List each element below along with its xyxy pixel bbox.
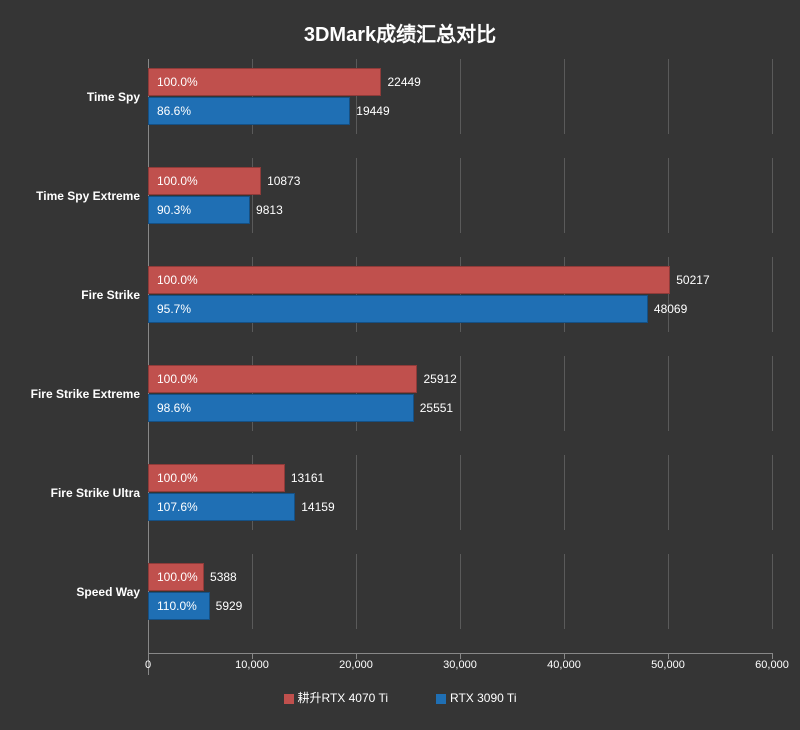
bar: 100.0% xyxy=(148,68,381,96)
bar: 95.7% xyxy=(148,295,648,323)
category-label: Fire Strike Ultra xyxy=(28,486,148,500)
category-group: Time Spy Extreme 100.0% 10873 90.3% 9813 xyxy=(28,158,772,233)
bar-pct-label: 110.0% xyxy=(157,599,197,613)
category-group: Fire Strike Extreme 100.0% 25912 98.6% 25551 xyxy=(28,356,772,431)
x-axis: 010,00020,00030,00040,00050,00060,000 xyxy=(148,653,772,675)
plot-wrapper: Time Spy 100.0% 22449 86.6% 19449 Time Spy Ex… xyxy=(28,59,772,675)
bar-row: 100.0% 5388 xyxy=(148,563,772,591)
axis-spacer xyxy=(28,653,148,675)
bar-value-label: 25551 xyxy=(414,394,453,422)
bar: 107.6% xyxy=(148,493,295,521)
bar-value-label: 25912 xyxy=(417,365,456,393)
bar-row: 100.0% 22449 xyxy=(148,68,772,96)
category-label: Time Spy xyxy=(28,90,148,104)
bar-value-label: 14159 xyxy=(295,493,334,521)
bar-pct-label: 90.3% xyxy=(157,203,191,217)
bar: 98.6% xyxy=(148,394,414,422)
bar-row: 86.6% 19449 xyxy=(148,97,772,125)
bar-row: 100.0% 25912 xyxy=(148,365,772,393)
gridline xyxy=(772,257,773,332)
bar-row: 95.7% 48069 xyxy=(148,295,772,323)
legend-swatch xyxy=(284,694,294,704)
x-tick-label: 50,000 xyxy=(651,659,685,671)
bar-pct-label: 100.0% xyxy=(157,372,198,386)
bar-pct-label: 100.0% xyxy=(157,273,198,287)
gridline xyxy=(772,356,773,431)
bar: 110.0% xyxy=(148,592,210,620)
x-tick-label: 10,000 xyxy=(235,659,269,671)
bar: 100.0% xyxy=(148,563,204,591)
bar-value-label: 48069 xyxy=(648,295,687,323)
bar-row: 107.6% 14159 xyxy=(148,493,772,521)
bar-pct-label: 100.0% xyxy=(157,75,198,89)
x-tick-label: 60,000 xyxy=(755,659,789,671)
plot-area: Time Spy 100.0% 22449 86.6% 19449 Time Spy Ex… xyxy=(28,59,772,629)
bar: 90.3% xyxy=(148,196,250,224)
bar-value-label: 22449 xyxy=(381,68,420,96)
legend: 耕升RTX 4070 Ti RTX 3090 Ti xyxy=(28,689,772,706)
bars-cell: 100.0% 22449 86.6% 19449 xyxy=(148,59,772,134)
bar-value-label: 13161 xyxy=(285,464,324,492)
x-tick-label: 0 xyxy=(145,659,151,671)
gridline xyxy=(772,455,773,530)
bars-cell: 100.0% 13161 107.6% 14159 xyxy=(148,455,772,530)
bars-cell: 100.0% 5388 110.0% 5929 xyxy=(148,554,772,629)
category-group: Time Spy 100.0% 22449 86.6% 19449 xyxy=(28,59,772,134)
bar: 100.0% xyxy=(148,266,670,294)
category-group: Fire Strike Ultra 100.0% 13161 107.6% 14159 xyxy=(28,455,772,530)
bars-cell: 100.0% 50217 95.7% 48069 xyxy=(148,257,772,332)
bar-pct-label: 100.0% xyxy=(157,174,198,188)
x-tick-label: 30,000 xyxy=(443,659,477,671)
category-label: Speed Way xyxy=(28,585,148,599)
bar-row: 100.0% 10873 xyxy=(148,167,772,195)
legend-label: 耕升RTX 4070 Ti xyxy=(298,691,388,705)
legend-item: 耕升RTX 4070 Ti xyxy=(284,689,388,706)
gridline xyxy=(772,59,773,134)
gridline xyxy=(772,158,773,233)
legend-item: RTX 3090 Ti xyxy=(436,691,516,705)
category-group: Speed Way 100.0% 5388 110.0% 5929 xyxy=(28,554,772,629)
bar-value-label: 10873 xyxy=(261,167,300,195)
bar-value-label: 19449 xyxy=(350,97,389,125)
bars-cell: 100.0% 10873 90.3% 9813 xyxy=(148,158,772,233)
x-tick-label: 20,000 xyxy=(339,659,373,671)
bar-row: 100.0% 50217 xyxy=(148,266,772,294)
bar-row: 90.3% 9813 xyxy=(148,196,772,224)
bar-value-label: 5929 xyxy=(210,592,243,620)
x-axis-row: 010,00020,00030,00040,00050,00060,000 xyxy=(28,653,772,675)
bar-row: 98.6% 25551 xyxy=(148,394,772,422)
chart-container: 3DMark成绩汇总对比 Time Spy 100.0% 22449 86.6% 194… xyxy=(0,0,800,730)
legend-swatch xyxy=(436,694,446,704)
bar-row: 100.0% 13161 xyxy=(148,464,772,492)
bar: 100.0% xyxy=(148,365,417,393)
bar-pct-label: 100.0% xyxy=(157,471,198,485)
bar-value-label: 9813 xyxy=(250,196,283,224)
bar-pct-label: 95.7% xyxy=(157,302,191,316)
bar-pct-label: 86.6% xyxy=(157,104,191,118)
bar-pct-label: 107.6% xyxy=(157,500,198,514)
bar: 100.0% xyxy=(148,464,285,492)
bar-pct-label: 100.0% xyxy=(157,570,198,584)
x-tick-label: 40,000 xyxy=(547,659,581,671)
bar-value-label: 5388 xyxy=(204,563,237,591)
bar-value-label: 50217 xyxy=(670,266,709,294)
category-label: Time Spy Extreme xyxy=(28,189,148,203)
category-label: Fire Strike Extreme xyxy=(28,387,148,401)
bar: 86.6% xyxy=(148,97,350,125)
x-axis-cell: 010,00020,00030,00040,00050,00060,000 xyxy=(148,653,772,675)
bar-pct-label: 98.6% xyxy=(157,401,191,415)
bar-row: 110.0% 5929 xyxy=(148,592,772,620)
gridline xyxy=(772,554,773,629)
category-label: Fire Strike xyxy=(28,288,148,302)
bar: 100.0% xyxy=(148,167,261,195)
category-group: Fire Strike 100.0% 50217 95.7% 48069 xyxy=(28,257,772,332)
chart-title: 3DMark成绩汇总对比 xyxy=(28,18,772,47)
bars-cell: 100.0% 25912 98.6% 25551 xyxy=(148,356,772,431)
legend-label: RTX 3090 Ti xyxy=(450,691,516,705)
